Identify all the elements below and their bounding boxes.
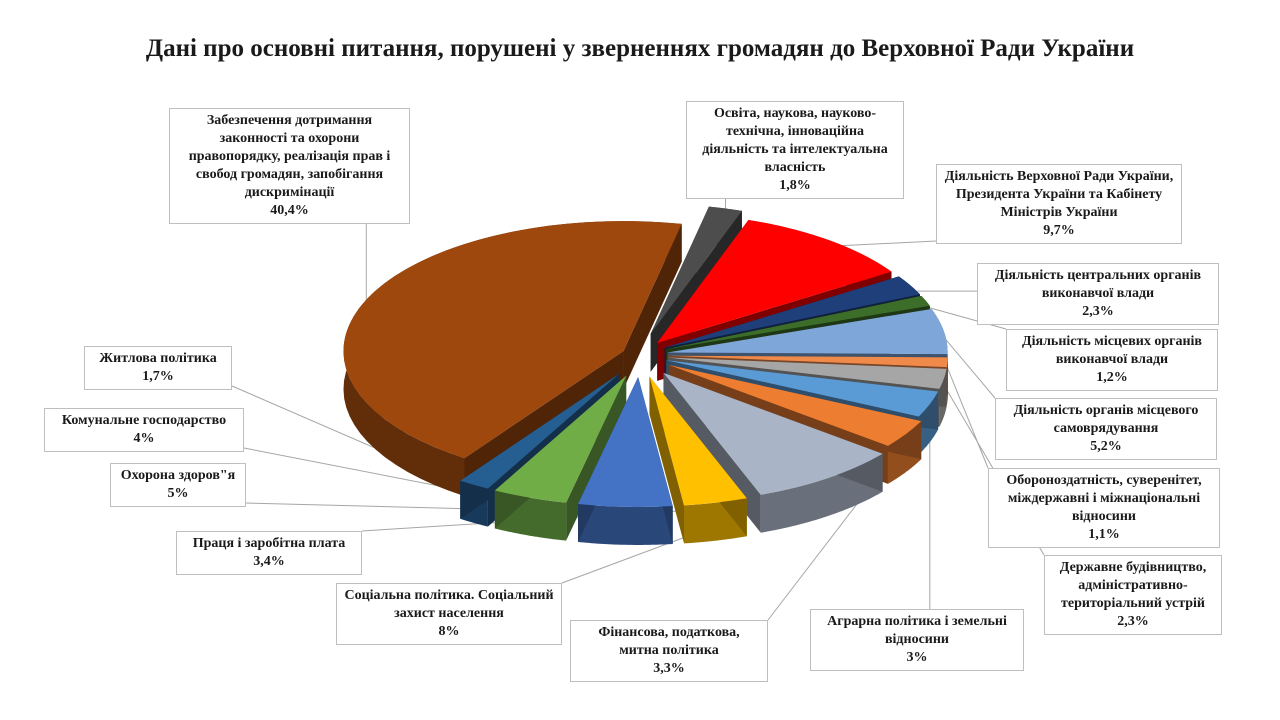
- slice-label: Освіта, наукова, науково-технічна, іннов…: [686, 101, 904, 199]
- slice-value: 40,4%: [270, 203, 309, 218]
- slice-value: 5%: [167, 486, 189, 501]
- slice-label: Діяльність Верховної Ради України, Прези…: [936, 164, 1182, 244]
- slice-name: Праця і заробітна плата: [192, 536, 346, 551]
- leader-line: [947, 368, 989, 469]
- slice-value: 8%: [438, 624, 460, 639]
- slice-name: Діяльність місцевих органів виконавчої в…: [1021, 334, 1202, 367]
- slice-label: Діяльність центральних органів виконавчо…: [977, 263, 1219, 325]
- slice-label: Обороноздатність, суверенітет, міждержав…: [988, 468, 1220, 548]
- slice-label: Комунальне господарство 4%: [44, 408, 244, 452]
- slice-label: Аграрна політика і земельні відносини 3%: [810, 609, 1024, 671]
- slice-label: Забезпечення дотримання законності та ох…: [169, 108, 410, 224]
- slice-name: Охорона здоров"я: [120, 468, 236, 483]
- slice-label: Соціальна політика. Соціальний захист на…: [336, 583, 562, 645]
- slice-label: Охорона здоров"я 5%: [110, 463, 246, 507]
- slice-label: Державне будівництво, адміністративно-те…: [1044, 555, 1222, 635]
- slice-value: 4%: [133, 431, 155, 446]
- slice-label: Діяльність органів місцевого самоврядува…: [995, 398, 1217, 460]
- leader-line: [829, 240, 937, 247]
- slice-value: 3,4%: [253, 554, 285, 569]
- leader-line: [943, 336, 996, 399]
- slice-name: Забезпечення дотримання законності та ох…: [188, 113, 391, 200]
- slice-name: Діяльність центральних органів виконавчо…: [994, 268, 1202, 301]
- slice-name: Діяльність органів місцевого самоврядува…: [1013, 403, 1199, 436]
- slice-label: Житлова політика 1,7%: [84, 346, 232, 390]
- slice-value: 1,1%: [1088, 527, 1120, 542]
- slice-value: 3%: [906, 650, 928, 665]
- slice-label: Праця і заробітна плата 3,4%: [176, 531, 362, 575]
- slice-name: Соціальна політика. Соціальний захист на…: [344, 588, 554, 621]
- slice-label: Діяльність місцевих органів виконавчої в…: [1006, 329, 1218, 391]
- slice-name: Комунальне господарство: [61, 413, 227, 428]
- slice-value: 1,2%: [1096, 370, 1128, 385]
- slice-value: 3,3%: [653, 661, 685, 676]
- slice-label: Фінансова, податкова, митна політика 3,3%: [570, 620, 768, 682]
- slice-value: 1,7%: [142, 369, 174, 384]
- slice-name: Житлова політика: [99, 351, 217, 366]
- slice-name: Фінансова, податкова, митна політика: [598, 625, 740, 658]
- slice-value: 9,7%: [1043, 223, 1075, 238]
- slice-value: 5,2%: [1090, 439, 1122, 454]
- pie-slice: [578, 376, 673, 545]
- slice-value: 2,3%: [1082, 304, 1114, 319]
- slice-name: Аграрна політика і земельні відносини: [827, 614, 1007, 647]
- slice-value: 2,3%: [1117, 614, 1149, 629]
- slice-value: 1,8%: [779, 178, 811, 193]
- leader-line: [925, 306, 1007, 330]
- pie-slice: [649, 376, 747, 544]
- slice-name: Обороноздатність, суверенітет, міждержав…: [1006, 473, 1202, 524]
- slice-name: Освіта, наукова, науково-технічна, іннов…: [702, 106, 888, 175]
- slice-name: Державне будівництво, адміністративно-те…: [1059, 560, 1207, 611]
- chart-title: Дані про основні питання, порушені у зве…: [145, 35, 1135, 62]
- pie-slices: [343, 206, 948, 545]
- slice-name: Діяльність Верховної Ради України, Прези…: [944, 169, 1174, 220]
